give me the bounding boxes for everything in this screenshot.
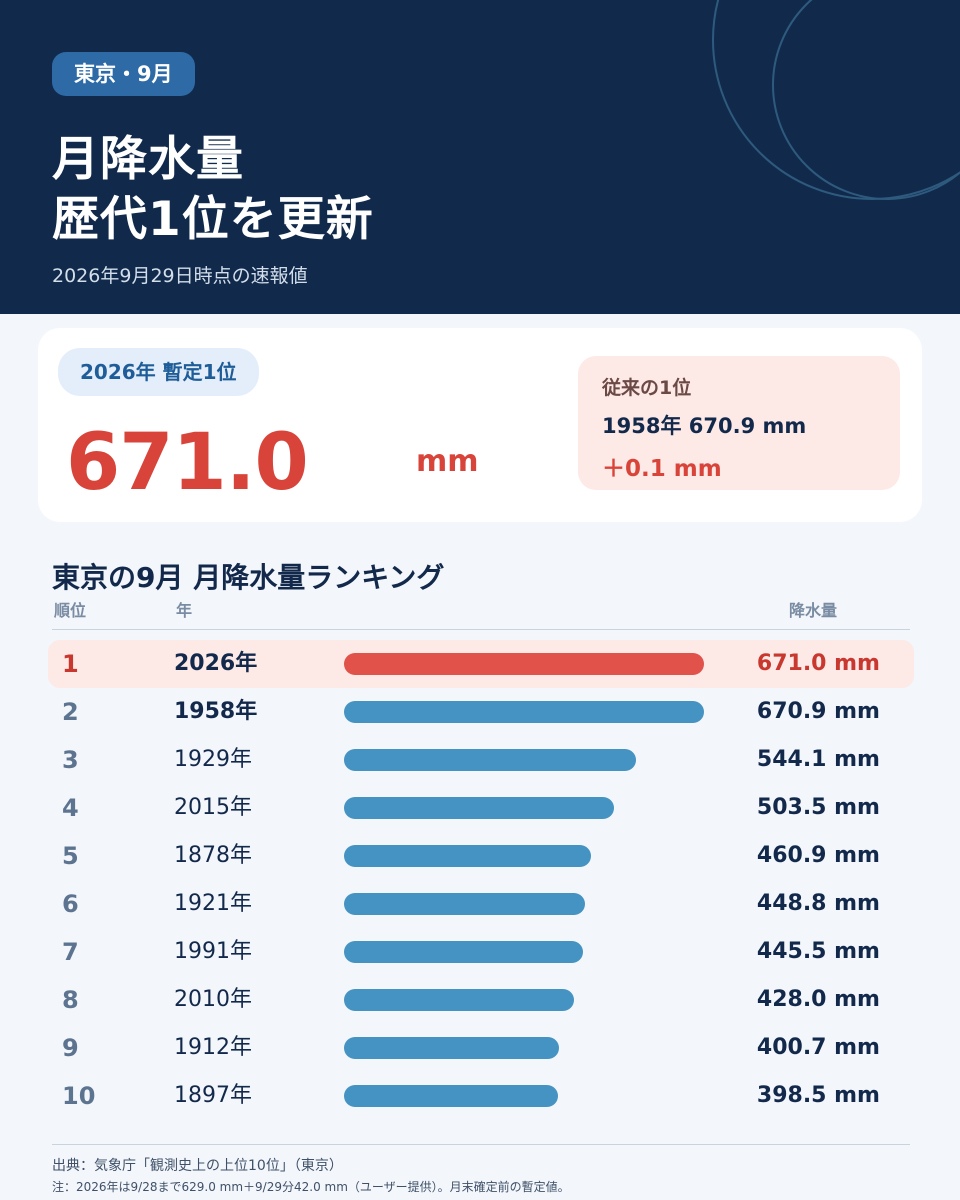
rank-year: 2010年	[174, 987, 252, 1012]
rank-year: 1878年	[174, 843, 252, 868]
ranking-row: 9 1912年 400.7 mm	[48, 1024, 914, 1072]
rank-bar	[344, 941, 583, 963]
record-value: 671.0	[66, 418, 309, 508]
rank-bar	[344, 1085, 558, 1107]
rank-year: 2026年	[174, 651, 258, 676]
ranking-row: 4 2015年 503.5 mm	[48, 784, 914, 832]
rank-bar	[344, 893, 585, 915]
rank-value: 400.7 mm	[756, 1035, 880, 1060]
rank-bar	[344, 845, 591, 867]
rank-bar	[344, 653, 704, 675]
ranking-row: 8 2010年 428.0 mm	[48, 976, 914, 1024]
rank-number: 6	[62, 890, 79, 918]
rank-number: 7	[62, 938, 79, 966]
rank-bar	[344, 749, 636, 771]
rank-value: 671.0 mm	[756, 651, 880, 676]
rank-number: 1	[62, 650, 79, 678]
rank-year: 1958年	[174, 699, 258, 724]
ranking-row: 7 1991年 445.5 mm	[48, 928, 914, 976]
page-title: 月降水量 歴代1位を更新	[52, 130, 374, 250]
rank-year: 1921年	[174, 891, 252, 916]
ranking-title: 東京の9月 月降水量ランキング	[52, 561, 445, 594]
ranking-row: 1 2026年 671.0 mm	[48, 640, 914, 688]
record-unit: mm	[416, 444, 479, 479]
rank-number: 2	[62, 698, 79, 726]
column-header-value: 降水量	[789, 601, 838, 620]
column-header-rank: 順位	[54, 601, 87, 620]
rank-year: 1991年	[174, 939, 252, 964]
rank-value: 460.9 mm	[756, 843, 880, 868]
previous-record-label: 従来の1位	[602, 377, 692, 399]
page-title-line2: 歴代1位を更新	[52, 192, 374, 247]
location-badge: 東京・9月	[52, 52, 195, 96]
page-subtitle: 2026年9月29日時点の速報値	[52, 265, 308, 287]
previous-record-box: 従来の1位 1958年 670.9 mm ＋0.1 mm	[578, 356, 900, 490]
rank-value: 428.0 mm	[756, 987, 880, 1012]
rank-value: 398.5 mm	[756, 1083, 880, 1108]
footnote: 注：2026年は9/28まで629.0 mm＋9/29分42.0 mm（ユーザー…	[52, 1180, 570, 1194]
rank-bar	[344, 701, 704, 723]
divider	[52, 1144, 910, 1145]
source-note: 出典：気象庁「観測史上の上位10位」（東京）	[52, 1158, 343, 1174]
rank-year: 1897年	[174, 1083, 252, 1108]
rank-number: 4	[62, 794, 79, 822]
rank-year: 1912年	[174, 1035, 252, 1060]
rank-number: 8	[62, 986, 79, 1014]
rank-number: 5	[62, 842, 79, 870]
rank-value: 503.5 mm	[756, 795, 880, 820]
rank-number: 10	[62, 1082, 96, 1110]
rank-bar	[344, 1037, 559, 1059]
ranking-row: 3 1929年 544.1 mm	[48, 736, 914, 784]
record-difference: ＋0.1 mm	[602, 456, 722, 482]
header-banner: 東京・9月 月降水量 歴代1位を更新 2026年9月29日時点の速報値	[0, 0, 960, 314]
rank-bar	[344, 989, 574, 1011]
ranking-row: 10 1897年 398.5 mm	[48, 1072, 914, 1120]
ranking-row: 5 1878年 460.9 mm	[48, 832, 914, 880]
rank-number: 3	[62, 746, 79, 774]
record-card: 2026年 暫定1位 671.0 mm 従来の1位 1958年 670.9 mm…	[38, 328, 922, 522]
rank-value: 445.5 mm	[756, 939, 880, 964]
rank-value: 670.9 mm	[756, 699, 880, 724]
record-pill: 2026年 暫定1位	[58, 348, 259, 396]
rank-bar	[344, 797, 614, 819]
rank-year: 2015年	[174, 795, 252, 820]
rank-year: 1929年	[174, 747, 252, 772]
ranking-row: 2 1958年 670.9 mm	[48, 688, 914, 736]
rank-number: 9	[62, 1034, 79, 1062]
ranking-row: 6 1921年 448.8 mm	[48, 880, 914, 928]
column-header-year: 年	[176, 601, 193, 620]
divider	[52, 629, 910, 630]
rank-value: 448.8 mm	[756, 891, 880, 916]
previous-record-value: 1958年 670.9 mm	[602, 414, 807, 438]
page-title-line1: 月降水量	[52, 132, 244, 187]
rank-value: 544.1 mm	[756, 747, 880, 772]
